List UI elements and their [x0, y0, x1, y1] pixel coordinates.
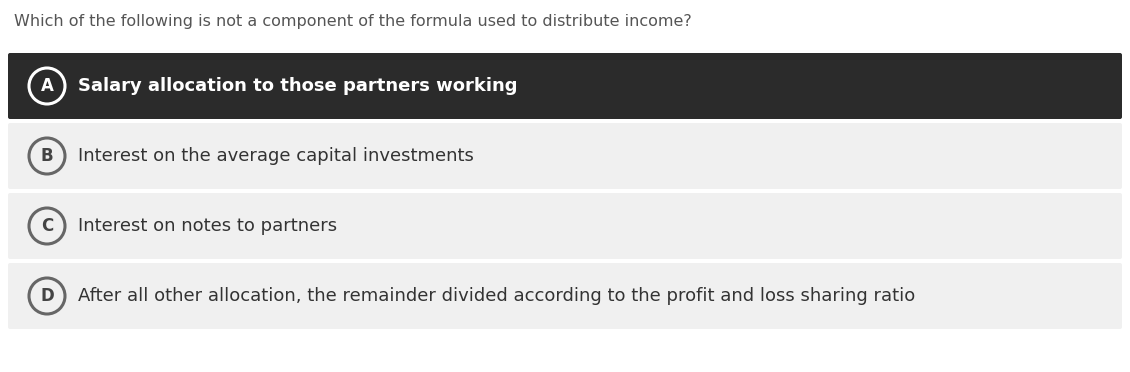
Text: After all other allocation, the remainder divided according to the profit and lo: After all other allocation, the remainde… [78, 287, 915, 305]
Text: D: D [41, 287, 54, 305]
Text: Interest on notes to partners: Interest on notes to partners [78, 217, 337, 235]
Text: Salary allocation to those partners working: Salary allocation to those partners work… [78, 77, 518, 95]
FancyBboxPatch shape [8, 53, 1122, 119]
FancyBboxPatch shape [8, 193, 1122, 259]
Text: Interest on the average capital investments: Interest on the average capital investme… [78, 147, 473, 165]
Text: C: C [41, 217, 53, 235]
Text: A: A [41, 77, 53, 95]
FancyBboxPatch shape [8, 123, 1122, 189]
FancyBboxPatch shape [8, 263, 1122, 329]
Text: Which of the following is not a component of the formula used to distribute inco: Which of the following is not a componen… [14, 14, 692, 29]
Text: B: B [41, 147, 53, 165]
